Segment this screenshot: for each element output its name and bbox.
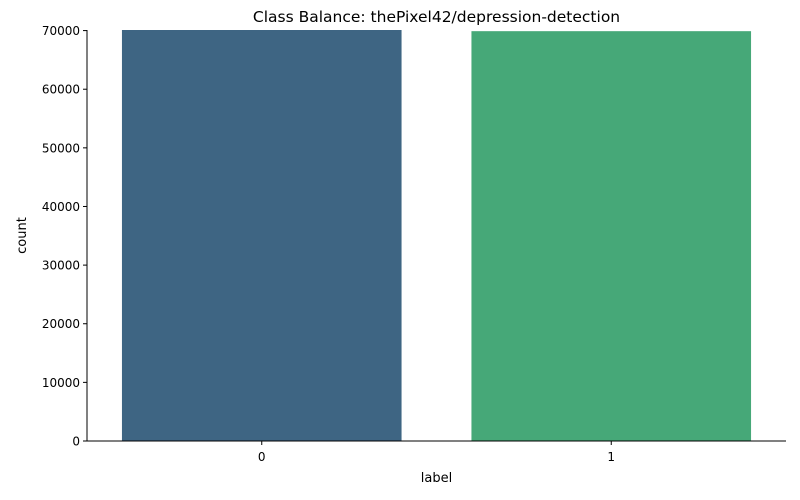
y-axis: 0 10000 20000 30000 40000 50000 60000 70000 bbox=[42, 24, 87, 449]
y-tick-label: 50000 bbox=[42, 141, 80, 155]
y-tick-label: 60000 bbox=[42, 83, 80, 97]
y-tick-label: 20000 bbox=[42, 317, 80, 331]
x-tick-label: 0 bbox=[258, 450, 266, 464]
x-tick-label: 1 bbox=[607, 450, 615, 464]
x-axis-label: label bbox=[421, 471, 452, 486]
y-tick-label: 30000 bbox=[42, 259, 80, 273]
y-axis-label: count bbox=[15, 217, 30, 254]
y-tick-label: 70000 bbox=[42, 24, 80, 38]
y-tick-label: 10000 bbox=[42, 376, 80, 390]
bar-0 bbox=[121, 30, 402, 441]
y-tick-label: 0 bbox=[72, 435, 80, 449]
chart-title: Class Balance: thePixel42/depression-det… bbox=[253, 8, 620, 26]
bar-1 bbox=[471, 31, 752, 442]
y-tick-label: 40000 bbox=[42, 200, 80, 214]
bars-group bbox=[121, 30, 752, 442]
